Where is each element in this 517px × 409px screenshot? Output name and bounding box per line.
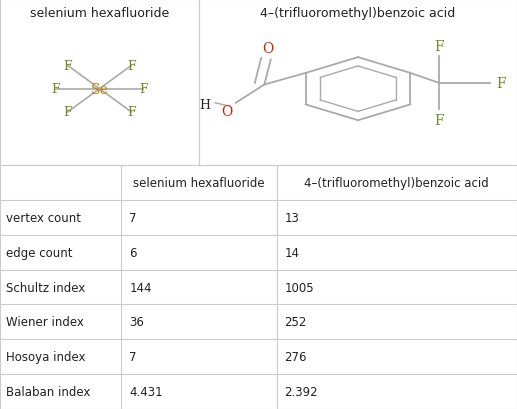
Text: F: F xyxy=(434,40,444,54)
Text: F: F xyxy=(127,60,135,73)
Text: Schultz index: Schultz index xyxy=(6,281,85,294)
Text: 13: 13 xyxy=(284,211,299,224)
Text: F: F xyxy=(434,113,444,128)
Text: 252: 252 xyxy=(284,316,307,328)
Text: selenium hexafluoride: selenium hexafluoride xyxy=(30,7,169,20)
Text: 276: 276 xyxy=(284,351,307,363)
Text: 4–(trifluoromethyl)benzoic acid: 4–(trifluoromethyl)benzoic acid xyxy=(261,7,455,20)
Text: Se: Se xyxy=(90,83,109,97)
Text: selenium hexafluoride: selenium hexafluoride xyxy=(133,177,265,189)
Text: O: O xyxy=(221,105,233,119)
Text: F: F xyxy=(139,83,148,96)
Text: edge count: edge count xyxy=(6,246,73,259)
Text: F: F xyxy=(496,76,506,91)
Text: vertex count: vertex count xyxy=(6,211,81,224)
Text: H: H xyxy=(200,99,210,112)
Text: Wiener index: Wiener index xyxy=(6,316,84,328)
Text: 14: 14 xyxy=(284,246,299,259)
Text: 7: 7 xyxy=(129,211,137,224)
Text: Hosoya index: Hosoya index xyxy=(6,351,86,363)
Text: F: F xyxy=(64,60,72,73)
Text: 2.392: 2.392 xyxy=(284,385,318,398)
Text: F: F xyxy=(64,106,72,119)
Text: O: O xyxy=(262,42,273,56)
Text: 6: 6 xyxy=(129,246,137,259)
Text: Balaban index: Balaban index xyxy=(6,385,90,398)
Text: 7: 7 xyxy=(129,351,137,363)
Text: 4.431: 4.431 xyxy=(129,385,163,398)
Text: F: F xyxy=(127,106,135,119)
Text: F: F xyxy=(51,83,60,96)
Text: 1005: 1005 xyxy=(284,281,314,294)
Text: 4–(trifluoromethyl)benzoic acid: 4–(trifluoromethyl)benzoic acid xyxy=(305,177,489,189)
Text: 144: 144 xyxy=(129,281,152,294)
Text: 36: 36 xyxy=(129,316,144,328)
